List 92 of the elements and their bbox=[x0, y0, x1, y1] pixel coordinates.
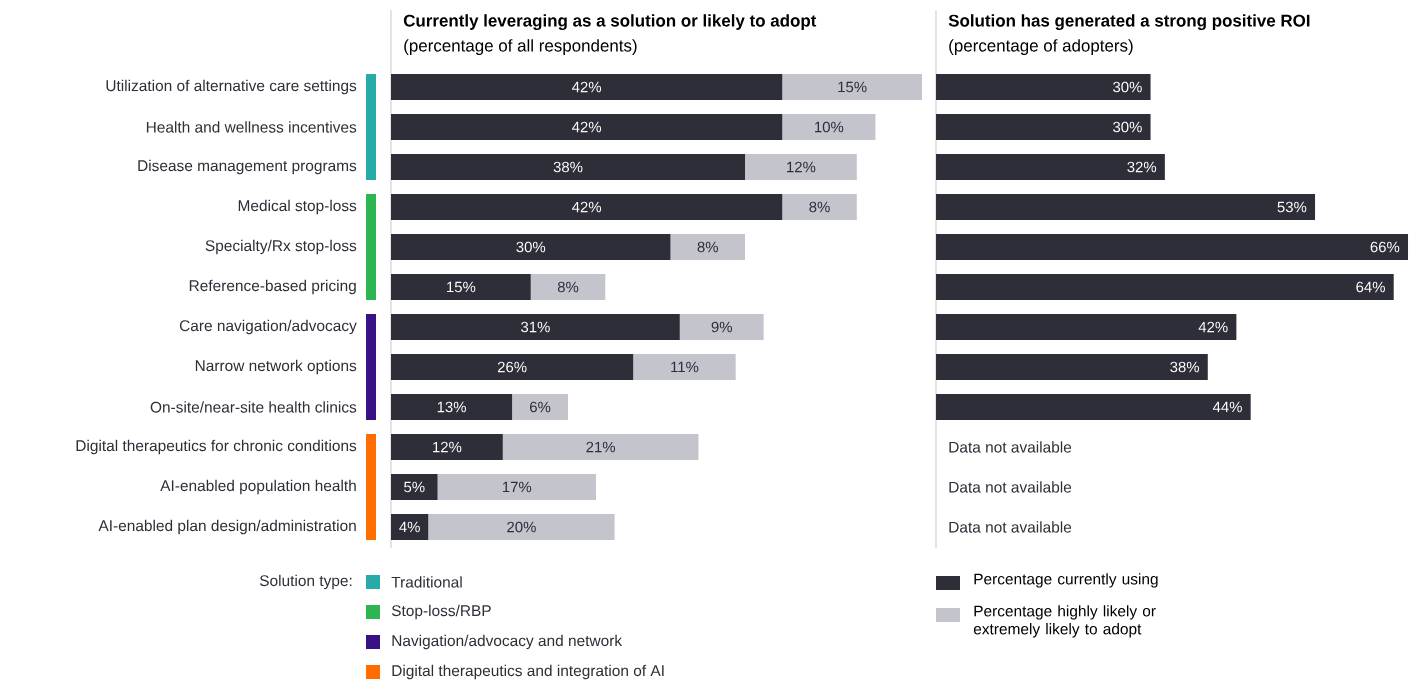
data-label: 20% bbox=[507, 521, 536, 533]
bar bbox=[530, 273, 606, 300]
data-label: 10% bbox=[815, 121, 844, 133]
text: Traditional bbox=[391, 576, 462, 588]
data-label: 30% bbox=[1113, 121, 1142, 133]
data-label: 11% bbox=[671, 361, 699, 373]
bar bbox=[512, 393, 569, 420]
data-label: 9% bbox=[711, 321, 732, 333]
y-tick-label: Reference-based pricing bbox=[189, 279, 356, 295]
data-label: 30% bbox=[1113, 81, 1142, 93]
data-label: 8% bbox=[697, 241, 719, 253]
bar bbox=[391, 73, 783, 100]
data-label: 64% bbox=[1356, 281, 1385, 293]
text: Digital therapeutics and integration of AI bbox=[392, 664, 664, 680]
data-label: 66% bbox=[1370, 241, 1400, 253]
data-label: 30% bbox=[516, 241, 546, 253]
y-tick-label: Utilization of alternative care settings bbox=[106, 79, 357, 95]
annotation: Data not available bbox=[949, 481, 1072, 493]
y-tick-label: AI-enabled population health bbox=[160, 479, 356, 495]
bar bbox=[936, 273, 1394, 300]
bar bbox=[782, 193, 857, 220]
bar bbox=[391, 153, 746, 180]
bar bbox=[936, 193, 1316, 220]
data-label: 21% bbox=[586, 441, 616, 453]
bar bbox=[428, 513, 615, 540]
y-tick-label: Disease management programs bbox=[138, 159, 357, 175]
bar bbox=[782, 113, 876, 140]
chart-subtitle: (percentage of adopters) bbox=[949, 39, 1133, 55]
legend-label: Percentage currently using bbox=[974, 573, 1158, 588]
data-label: 12% bbox=[433, 441, 462, 453]
bar bbox=[936, 393, 1251, 420]
bar bbox=[391, 313, 680, 340]
data-label: 38% bbox=[553, 161, 583, 173]
data-label: 31% bbox=[521, 321, 550, 333]
chart-title: Currently leveraging as a solution or likely to adopt bbox=[403, 14, 817, 31]
data-label: 53% bbox=[1277, 201, 1307, 213]
y-tick-label: Specialty/Rx stop-loss bbox=[205, 239, 357, 255]
bar bbox=[391, 513, 429, 540]
bar bbox=[633, 353, 736, 380]
bar bbox=[936, 153, 1165, 180]
bar bbox=[391, 113, 783, 140]
data-label: 15% bbox=[447, 281, 476, 293]
data-label: 15% bbox=[838, 81, 867, 93]
data-label: 5% bbox=[404, 481, 425, 493]
y-tick-label: Digital therapeutics for chronic conditions bbox=[76, 439, 357, 455]
chart-title: Solution has generated a strong positive ROI bbox=[948, 14, 1310, 31]
y-tick-label: Care navigation/advocacy bbox=[179, 319, 357, 335]
bar bbox=[936, 353, 1208, 380]
bar bbox=[391, 393, 513, 420]
y-tick-label: Health and wellness incentives bbox=[146, 121, 357, 133]
data-label: 42% bbox=[1198, 321, 1228, 333]
text: Stop-loss/RBP bbox=[391, 604, 491, 620]
bar bbox=[391, 353, 634, 380]
y-tick-label: Medical stop-loss bbox=[238, 199, 357, 215]
bar bbox=[936, 313, 1237, 340]
chart-subtitle: (percentage of all respondents) bbox=[404, 39, 637, 55]
bar bbox=[679, 313, 764, 340]
bar bbox=[502, 433, 699, 460]
data-label: 8% bbox=[557, 281, 579, 293]
bar bbox=[936, 113, 1151, 140]
data-label: 44% bbox=[1212, 401, 1242, 413]
data-label: 6% bbox=[530, 401, 551, 413]
data-label: 12% bbox=[787, 161, 816, 173]
data-label: 38% bbox=[1170, 361, 1200, 373]
y-tick-label: Narrow network options bbox=[195, 359, 357, 375]
bar bbox=[391, 473, 438, 500]
bar bbox=[391, 233, 671, 260]
data-label: 42% bbox=[572, 201, 602, 213]
bar bbox=[391, 273, 531, 300]
data-label: 26% bbox=[497, 361, 527, 373]
bar bbox=[391, 433, 503, 460]
bar bbox=[745, 153, 857, 180]
bar bbox=[437, 473, 596, 500]
bar bbox=[391, 193, 783, 220]
annotation: Data not available bbox=[949, 441, 1072, 453]
data-label: 4% bbox=[399, 521, 420, 533]
bar bbox=[936, 73, 1151, 100]
y-tick-label: AI-enabled plan design/administration bbox=[98, 519, 356, 535]
data-label: 8% bbox=[809, 201, 830, 213]
data-label: 42% bbox=[572, 121, 602, 133]
legend-label: Percentage highly likely or extremely likely to adopt bbox=[973, 605, 1156, 638]
bar bbox=[782, 73, 923, 100]
annotation: Data not available bbox=[949, 521, 1072, 533]
data-label: 32% bbox=[1127, 161, 1157, 173]
y-tick-label: On-site/near-site health clinics bbox=[150, 401, 357, 413]
bar bbox=[670, 233, 746, 260]
data-label: 42% bbox=[572, 81, 602, 93]
text: Solution type: bbox=[259, 574, 352, 590]
data-label: 17% bbox=[502, 481, 532, 493]
bar bbox=[936, 233, 1409, 260]
text: Navigation/advocacy and network bbox=[392, 634, 623, 650]
data-label: 13% bbox=[437, 401, 466, 413]
